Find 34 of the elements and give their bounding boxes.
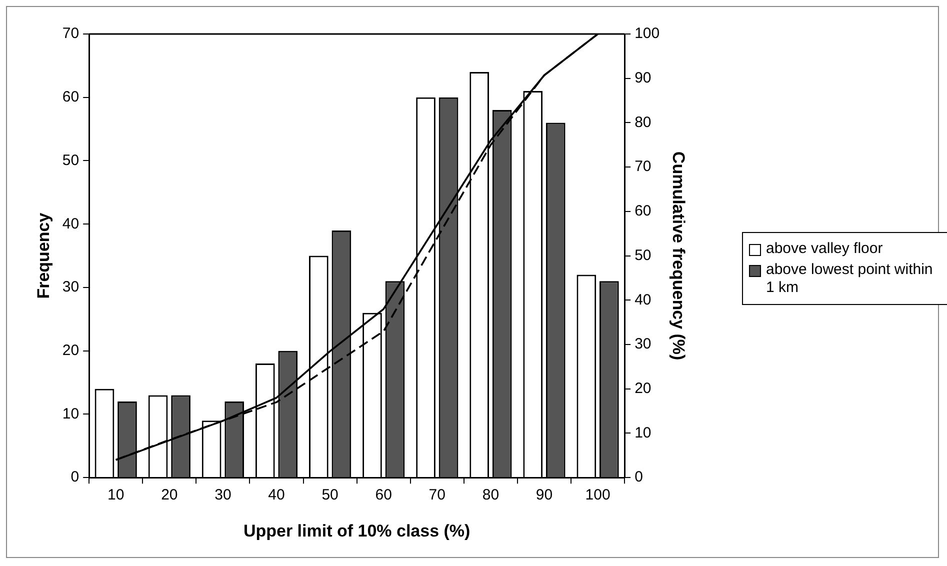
y2-tick-label: 20	[634, 380, 652, 398]
y-tick-label: 60	[62, 88, 80, 106]
x-tick-label: 80	[482, 486, 500, 504]
x-tick-label: 30	[214, 486, 232, 504]
legend-label: above lowest point within 1 km	[766, 261, 934, 297]
y-tick-label: 0	[70, 468, 80, 486]
y2-tick-label: 70	[634, 158, 652, 176]
y-tick-label: 40	[62, 215, 80, 232]
y2-tick-label: 30	[634, 336, 652, 353]
y2-tick-label: 100	[634, 25, 660, 42]
y2-tick-label: 90	[634, 70, 652, 86]
x-axis-title: Upper limit of 10% class (%)	[243, 521, 470, 540]
x-tick-label: 100	[585, 486, 610, 504]
y-tick-label: 10	[62, 405, 80, 422]
x-tick-label: 90	[536, 486, 553, 504]
y2-tick-label: 40	[634, 291, 652, 308]
y2-tick-label: 10	[634, 424, 652, 442]
y2-axis-title: Cumulative frequency (%)	[669, 151, 688, 360]
x-tick-label: 60	[375, 486, 392, 504]
x-tick-label: 70	[428, 486, 446, 504]
text: above valley floor	[766, 240, 883, 258]
y-axis-title: Frequency	[34, 212, 53, 299]
y2-tick-label: 80	[634, 114, 652, 131]
x-tick-label: 10	[108, 486, 124, 504]
y2-tick-label: 50	[634, 246, 652, 264]
x-tick-label: 40	[268, 486, 285, 504]
y2-tick-label: 60	[634, 202, 652, 220]
x-tick-label: 20	[161, 486, 178, 504]
y-tick-label: 70	[62, 25, 80, 42]
y2-tick-label: 0	[634, 468, 643, 486]
x-tick-label: 50	[322, 486, 338, 504]
y-tick-label: 30	[62, 278, 80, 296]
y-tick-label: 50	[62, 152, 80, 169]
y-tick-label: 20	[62, 342, 80, 359]
